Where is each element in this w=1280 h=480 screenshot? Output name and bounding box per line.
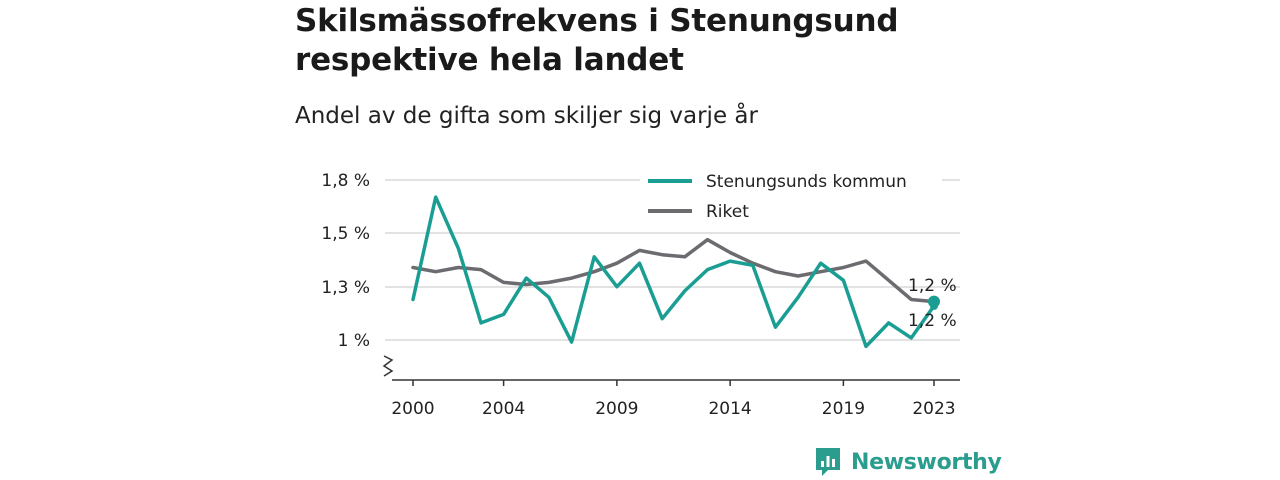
series-lines [411,195,940,349]
x-tick-label: 2023 [912,399,955,419]
y-tick-label: 1,3 % [321,278,370,298]
series-line-stenungsund [411,195,936,349]
y-axis-ticks: 1 % 1,3 % 1,5 % 1,8 % [321,171,370,351]
end-labels: 1,2 % 1,2 % [908,276,957,331]
legend-background [640,166,942,228]
newsworthy-logo-text: Newsworthy [851,449,1002,475]
x-tick-label: 2014 [708,399,751,419]
y-tick-label: 1,5 % [321,224,370,244]
newsworthy-logo-icon [816,448,840,476]
legend-label: Stenungsunds kommun [706,172,907,192]
y-axis-break-icon [382,355,394,377]
series-line-riket [411,237,936,304]
x-tick-label: 2004 [482,399,525,419]
y-tick-label: 1 % [338,331,370,351]
x-tick-label: 2009 [595,399,638,419]
chart-title: Skilsmässofrekvens i Stenungsund respekt… [295,3,899,78]
x-tick-label: 2019 [822,399,865,419]
legend-label: Riket [706,202,749,222]
end-value-label: 1,2 % [908,276,957,296]
y-tick-label: 1,8 % [321,171,370,191]
chart-subtitle: Andel av de gifta som skiljer sig varje … [295,103,758,129]
newsworthy-logo: Newsworthy [814,446,1002,478]
end-value-label: 1,2 % [908,311,957,331]
x-axis: 2000 2004 2009 2014 2019 2023 [382,355,960,419]
legend: Stenungsunds kommun Riket [640,166,942,228]
series-end-point [928,295,940,308]
x-tick-label: 2000 [391,399,434,419]
